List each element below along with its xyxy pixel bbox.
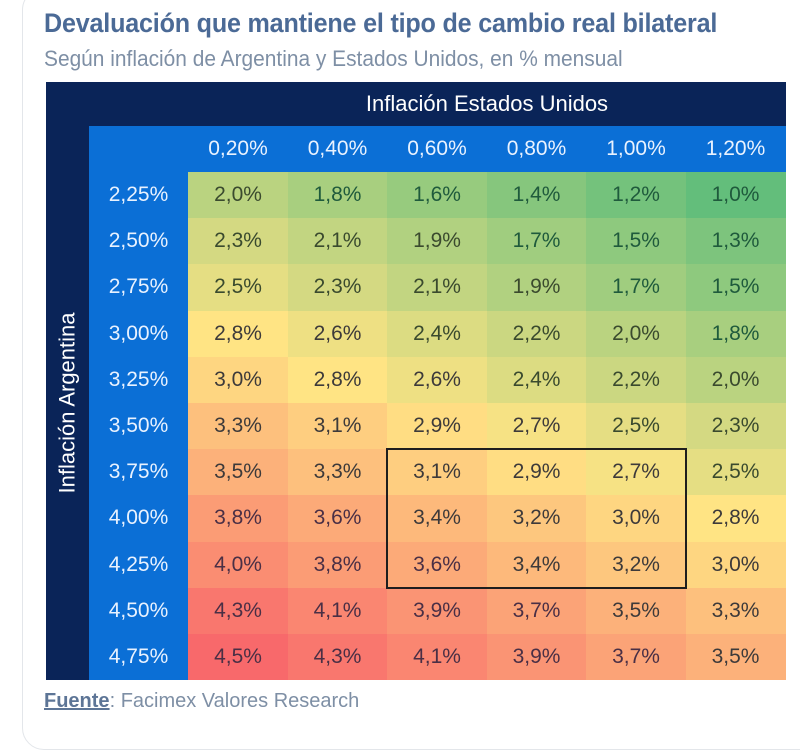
heatmap-cell: 4,1% (287, 587, 388, 634)
heatmap-cell: 4,5% (188, 634, 288, 681)
heatmap-cell: 2,3% (685, 403, 786, 450)
heatmap-cell: 2,5% (586, 403, 686, 450)
heatmap-cell: 2,3% (287, 264, 388, 311)
y-tick-label: 3,25% (108, 367, 169, 391)
heatmap-cell: 3,2% (486, 495, 587, 542)
heatmap-cell: 2,7% (486, 403, 587, 450)
heatmap-cell: 3,5% (188, 449, 288, 496)
heatmap-cell: 2,9% (486, 449, 587, 496)
y-tick-label: 2,25% (108, 183, 169, 206)
heatmap-cell: 1,9% (387, 218, 487, 265)
heatmap-cell: 3,6% (287, 495, 388, 542)
heatmap-cell: 1,8% (685, 310, 786, 357)
heatmap-cell: 1,5% (586, 218, 686, 265)
heatmap-cell: 3,0% (188, 356, 288, 403)
heatmap-cell: 2,4% (486, 356, 587, 403)
y-axis-title: Inflación Argentina (54, 312, 80, 494)
heatmap-cell: 3,9% (387, 587, 487, 634)
heatmap-cell: 3,6% (387, 541, 487, 588)
x-tick-label: 0,20% (208, 137, 268, 160)
x-tick-label: 0,80% (506, 137, 567, 160)
heatmap-cell: 2,0% (586, 310, 686, 357)
heatmap-cell: 2,7% (586, 449, 686, 496)
heatmap-cell: 1,6% (387, 172, 487, 219)
heatmap-cell: 3,4% (486, 541, 587, 588)
source-separator: : (109, 690, 121, 712)
chart-subtitle: Según inflación de Argentina y Estados U… (44, 46, 623, 71)
heatmap-cell: 3,9% (486, 634, 587, 681)
heatmap-cell: 2,4% (387, 310, 487, 357)
heatmap-cell: 2,6% (287, 310, 388, 357)
y-tick-label: 3,75% (108, 460, 169, 484)
heatmap-cell: 2,2% (486, 310, 587, 357)
y-tick-label: 3,50% (108, 414, 169, 437)
heatmap-cell: 1,8% (287, 172, 388, 219)
heatmap-cell: 3,7% (586, 634, 686, 681)
heatmap-cell: 4,3% (188, 587, 288, 634)
heatmap-cell: 3,0% (685, 541, 786, 588)
heatmap-cell: 1,5% (685, 264, 786, 311)
heatmap-cell: 1,4% (486, 172, 587, 219)
heatmap-cell: 2,1% (287, 218, 388, 265)
y-tick-label: 2,50% (108, 229, 169, 253)
y-tick-label: 4,25% (108, 552, 169, 576)
source-text: Facimex Valores Research (120, 690, 360, 712)
heatmap-cell: 2,1% (387, 264, 487, 311)
heatmap-cell: 2,2% (586, 356, 686, 403)
heatmap-cell: 4,3% (287, 634, 388, 681)
heatmap-cell: 3,3% (685, 587, 786, 634)
chart-title: Devaluación que mantiene el tipo de camb… (44, 8, 718, 38)
heatmap-cell: 3,3% (287, 449, 388, 496)
heatmap-cell: 3,2% (586, 541, 686, 588)
heatmap-cell: 2,0% (188, 172, 288, 219)
heatmap-cell: 3,3% (188, 403, 288, 450)
heatmap-cell: 4,0% (188, 541, 288, 588)
x-tick-label: 1,20% (705, 137, 766, 160)
x-tick-label: 0,60% (407, 137, 467, 160)
y-tick-label: 4,75% (108, 645, 169, 668)
heatmap-cell: 1,3% (685, 218, 786, 265)
heatmap-cell: 1,7% (486, 218, 587, 265)
heatmap-cell: 1,7% (586, 264, 686, 311)
y-tick-label: 2,75% (108, 275, 169, 299)
x-axis-title: Inflación Estados Unidos (365, 90, 609, 116)
source-note: Fuente: Facimex Valores Research (44, 690, 359, 713)
heatmap-cell: 2,6% (387, 356, 487, 403)
heatmap-cell: 1,0% (685, 172, 786, 219)
x-tick-label: 0,40% (307, 137, 368, 160)
x-tick-label: 1,00% (606, 137, 666, 160)
heatmap-cell: 1,9% (486, 264, 587, 311)
heatmap-cell: 3,1% (287, 403, 388, 450)
heatmap-cell: 2,8% (287, 356, 388, 403)
source-label: Fuente (44, 690, 110, 712)
heatmap-cell: 2,3% (188, 218, 288, 265)
y-tick-label: 4,00% (108, 506, 169, 530)
heatmap-cell: 1,2% (586, 172, 686, 219)
heatmap-cell: 2,0% (685, 356, 786, 403)
y-tick-label: 4,50% (108, 598, 169, 622)
heatmap-cell: 3,5% (685, 634, 786, 681)
heatmap-cell: 3,8% (188, 495, 288, 542)
heatmap-cell: 4,1% (387, 634, 487, 681)
heatmap-cell: 2,5% (685, 449, 786, 496)
heatmap-cell: 2,8% (685, 495, 786, 542)
heatmap-cell: 3,5% (586, 587, 686, 634)
heatmap-cell: 2,5% (188, 264, 288, 311)
heatmap-cell: 3,7% (486, 587, 587, 634)
heatmap-cell: 3,4% (387, 495, 487, 542)
heatmap-cell: 2,9% (387, 403, 487, 450)
heatmap-cell: 2,8% (188, 310, 288, 357)
heatmap-cell: 3,8% (287, 541, 388, 588)
heatmap-cell: 3,1% (387, 449, 487, 496)
y-axis-title-container: Inflación Argentina (46, 126, 89, 680)
y-tick-label: 3,00% (108, 321, 169, 345)
heatmap-cell: 3,0% (586, 495, 686, 542)
